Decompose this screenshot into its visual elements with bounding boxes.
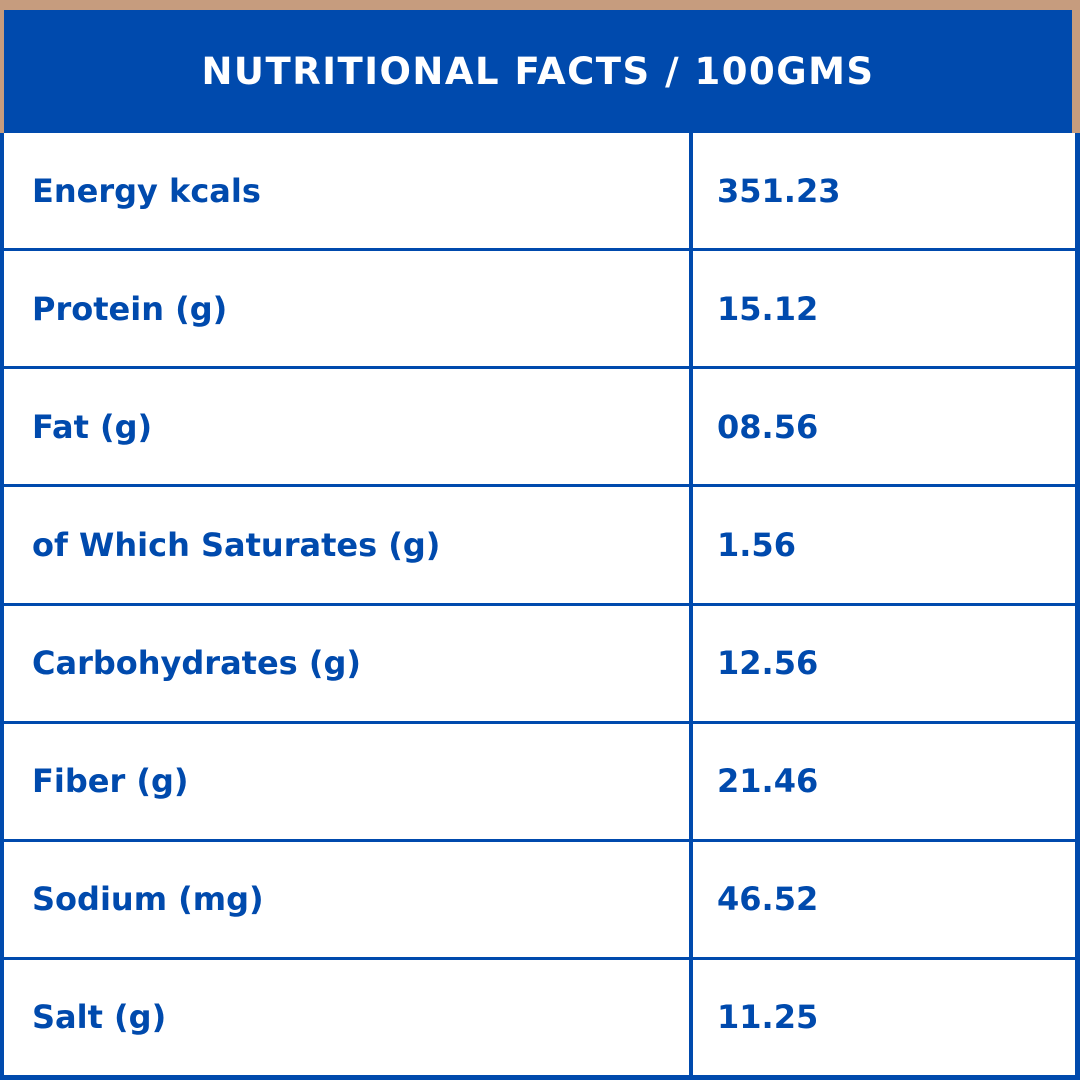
- nutrition-table: Energy kcals 351.23 Protein (g) 15.12 Fa…: [0, 133, 1080, 1080]
- row-label: Salt (g): [4, 959, 693, 1075]
- row-label: Carbohydrates (g): [4, 605, 693, 721]
- table-row: Fiber (g) 21.46: [4, 723, 1075, 842]
- table-row: Energy kcals 351.23: [4, 133, 1075, 252]
- row-value: 351.23: [717, 171, 841, 210]
- page-title: NUTRITIONAL FACTS / 100GMS: [201, 50, 875, 93]
- table-row: Salt (g) 11.25: [4, 959, 1075, 1075]
- table-row: Fat (g) 08.56: [4, 369, 1075, 488]
- row-label: Protein (g): [4, 251, 693, 367]
- row-value: 08.56: [717, 407, 819, 446]
- row-value: 1.56: [717, 525, 796, 564]
- table-row: Protein (g) 15.12: [4, 251, 1075, 370]
- table-row: of Which Saturates (g) 1.56: [4, 487, 1075, 606]
- header-banner: NUTRITIONAL FACTS / 100GMS: [4, 10, 1072, 133]
- table-row: Sodium (mg) 46.52: [4, 841, 1075, 960]
- row-value: 12.56: [717, 644, 819, 683]
- row-label: Fat (g): [4, 369, 693, 485]
- row-label: of Which Saturates (g): [4, 487, 693, 603]
- row-label: Energy kcals: [4, 133, 693, 249]
- row-label: Fiber (g): [4, 723, 693, 839]
- table-row: Carbohydrates (g) 12.56: [4, 605, 1075, 724]
- row-value: 46.52: [717, 880, 819, 919]
- row-label: Sodium (mg): [4, 841, 693, 957]
- row-value: 21.46: [717, 762, 819, 801]
- row-value: 15.12: [717, 289, 819, 328]
- row-value: 11.25: [717, 998, 819, 1037]
